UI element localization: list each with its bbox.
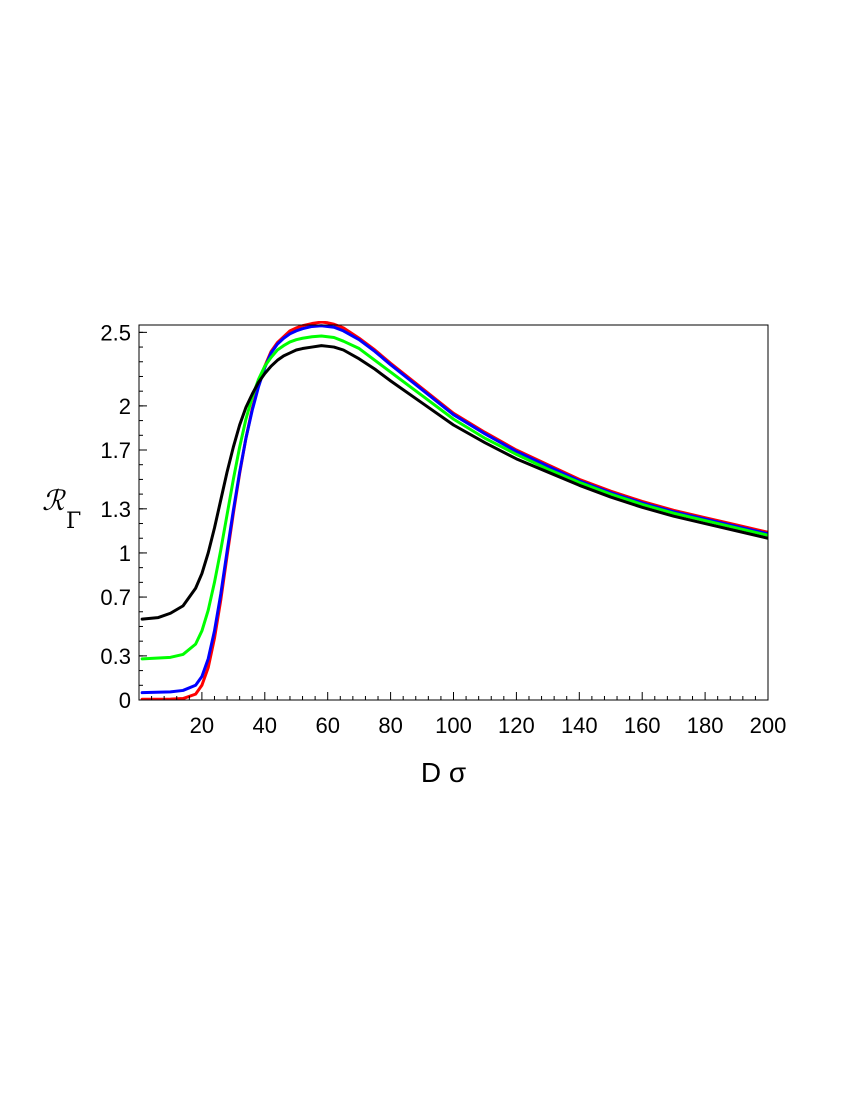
series-line-4 (140, 344, 768, 621)
y-tick-label: 1.7 (100, 438, 131, 463)
series-line-2 (140, 324, 768, 695)
x-tick-label: 160 (624, 713, 661, 738)
x-tick-label: 140 (561, 713, 598, 738)
x-tick-label: 40 (253, 713, 277, 738)
x-tick-label: 100 (435, 713, 472, 738)
x-axis-title: D σ (421, 757, 466, 788)
y-axis-title: ℛ Γ (42, 484, 81, 534)
x-tick-label: 200 (750, 713, 787, 738)
y-axis-title-main: ℛ (42, 484, 66, 517)
y-tick-label: 2 (119, 394, 131, 419)
y-tick-label: 0 (119, 688, 131, 713)
x-tick-label: 60 (315, 713, 339, 738)
y-tick-label: 2.5 (100, 320, 131, 345)
series-layer (140, 321, 768, 700)
x-tick-label: 120 (498, 713, 535, 738)
x-tick-label: 80 (378, 713, 402, 738)
y-axis-title-subscript: Γ (66, 509, 81, 534)
y-tick-label: 1.3 (100, 497, 131, 522)
x-tick-label: 180 (687, 713, 724, 738)
x-tick-label: 20 (190, 713, 214, 738)
y-tick-label: 0.7 (100, 585, 131, 610)
series-line-3 (140, 334, 768, 661)
ticks-layer: 20 40 60 80 100 120 140 160 180 200 0 0.3 0.7 1 1.3 1.7… (100, 320, 786, 738)
y-tick-label: 0.3 (100, 644, 131, 669)
y-tick-label: 1 (119, 541, 131, 566)
